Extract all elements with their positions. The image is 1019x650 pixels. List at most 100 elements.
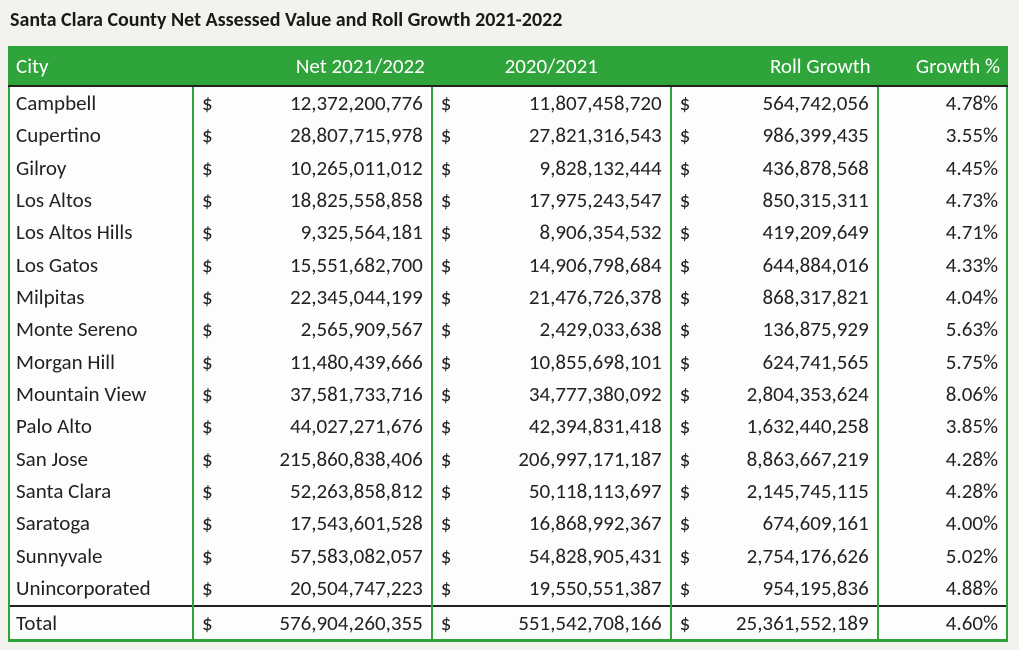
table-row: San Jose$215,860,838,406$206,997,171,187… xyxy=(9,443,1007,475)
table-row: Sunnyvale$57,583,082,057$54,828,905,431$… xyxy=(9,540,1007,572)
cell-net: $28,807,715,978 xyxy=(193,119,432,151)
cell-city: Campbell xyxy=(9,86,193,119)
cell-prev: $50,118,113,697 xyxy=(432,475,671,507)
cell-growth: 4.78% xyxy=(878,86,1007,119)
cell-growth: 4.33% xyxy=(878,249,1007,281)
cell-net-total: $576,904,260,355 xyxy=(193,606,432,641)
table-row: Los Altos Hills$9,325,564,181$8,906,354,… xyxy=(9,216,1007,248)
cell-city: Santa Clara xyxy=(9,475,193,507)
cell-prev: $11,807,458,720 xyxy=(432,86,671,119)
cell-city: San Jose xyxy=(9,443,193,475)
table-row: Monte Sereno$2,565,909,567$2,429,033,638… xyxy=(9,313,1007,345)
table-row: Milpitas$22,345,044,199$21,476,726,378$8… xyxy=(9,281,1007,313)
cell-roll: $419,209,649 xyxy=(671,216,878,248)
cell-net: $37,581,733,716 xyxy=(193,378,432,410)
cell-net: $22,345,044,199 xyxy=(193,281,432,313)
page-title: Santa Clara County Net Assessed Value an… xyxy=(10,8,1011,32)
cell-growth: 4.04% xyxy=(878,281,1007,313)
cell-growth: 3.85% xyxy=(878,410,1007,442)
cell-city: Morgan Hill xyxy=(9,346,193,378)
table-row: Mountain View$37,581,733,716$34,777,380,… xyxy=(9,378,1007,410)
col-header-roll: Roll Growth xyxy=(671,48,878,87)
cell-net: $20,504,747,223 xyxy=(193,572,432,605)
cell-roll: $436,878,568 xyxy=(671,152,878,184)
cell-roll: $850,315,311 xyxy=(671,184,878,216)
cell-city: Los Gatos xyxy=(9,249,193,281)
col-header-growth: Growth % xyxy=(878,48,1007,87)
table-row: Gilroy$10,265,011,012$9,828,132,444$436,… xyxy=(9,152,1007,184)
cell-net: $12,372,200,776 xyxy=(193,86,432,119)
cell-roll: $954,195,836 xyxy=(671,572,878,605)
cell-growth: 5.63% xyxy=(878,313,1007,345)
cell-net: $52,263,858,812 xyxy=(193,475,432,507)
assessed-value-table: City Net 2021/2022 2020/2021 Roll Growth… xyxy=(8,46,1008,642)
cell-prev: $17,975,243,547 xyxy=(432,184,671,216)
cell-growth: 4.28% xyxy=(878,475,1007,507)
cell-growth: 4.88% xyxy=(878,572,1007,605)
cell-growth: 5.02% xyxy=(878,540,1007,572)
table-row: Los Gatos$15,551,682,700$14,906,798,684$… xyxy=(9,249,1007,281)
cell-net: $17,543,601,528 xyxy=(193,507,432,539)
table-row: Cupertino$28,807,715,978$27,821,316,543$… xyxy=(9,119,1007,151)
cell-growth: 4.28% xyxy=(878,443,1007,475)
cell-net: $57,583,082,057 xyxy=(193,540,432,572)
cell-prev: $34,777,380,092 xyxy=(432,378,671,410)
table-row: Morgan Hill$11,480,439,666$10,855,698,10… xyxy=(9,346,1007,378)
cell-city: Los Altos xyxy=(9,184,193,216)
table-row: Campbell$12,372,200,776$11,807,458,720$5… xyxy=(9,86,1007,119)
cell-city: Sunnyvale xyxy=(9,540,193,572)
cell-net: $11,480,439,666 xyxy=(193,346,432,378)
cell-growth: 5.75% xyxy=(878,346,1007,378)
cell-city: Mountain View xyxy=(9,378,193,410)
cell-roll: $674,609,161 xyxy=(671,507,878,539)
cell-prev: $16,868,992,367 xyxy=(432,507,671,539)
cell-prev: $8,906,354,532 xyxy=(432,216,671,248)
cell-net: $9,325,564,181 xyxy=(193,216,432,248)
cell-growth: 4.00% xyxy=(878,507,1007,539)
cell-roll: $2,754,176,626 xyxy=(671,540,878,572)
cell-growth: 8.06% xyxy=(878,378,1007,410)
cell-roll: $644,884,016 xyxy=(671,249,878,281)
cell-net: $15,551,682,700 xyxy=(193,249,432,281)
cell-prev: $9,828,132,444 xyxy=(432,152,671,184)
cell-roll: $2,145,745,115 xyxy=(671,475,878,507)
cell-net: $215,860,838,406 xyxy=(193,443,432,475)
cell-roll: $136,875,929 xyxy=(671,313,878,345)
cell-prev: $10,855,698,101 xyxy=(432,346,671,378)
cell-growth: 4.45% xyxy=(878,152,1007,184)
col-header-city: City xyxy=(9,48,193,87)
table-row: Palo Alto$44,027,271,676$42,394,831,418$… xyxy=(9,410,1007,442)
cell-roll: $868,317,821 xyxy=(671,281,878,313)
cell-roll: $564,742,056 xyxy=(671,86,878,119)
cell-prev: $42,394,831,418 xyxy=(432,410,671,442)
cell-city: Palo Alto xyxy=(9,410,193,442)
cell-prev: $21,476,726,378 xyxy=(432,281,671,313)
table-row: Los Altos$18,825,558,858$17,975,243,547$… xyxy=(9,184,1007,216)
col-header-prev: 2020/2021 xyxy=(432,48,671,87)
cell-prev: $2,429,033,638 xyxy=(432,313,671,345)
cell-city: Unincorporated xyxy=(9,572,193,605)
cell-net: $44,027,271,676 xyxy=(193,410,432,442)
cell-growth-total: 4.60% xyxy=(878,606,1007,641)
cell-roll: $8,863,667,219 xyxy=(671,443,878,475)
cell-city-total: Total xyxy=(9,606,193,641)
cell-city: Cupertino xyxy=(9,119,193,151)
cell-growth: 3.55% xyxy=(878,119,1007,151)
cell-roll: $2,804,353,624 xyxy=(671,378,878,410)
cell-roll: $1,632,440,258 xyxy=(671,410,878,442)
cell-prev: $54,828,905,431 xyxy=(432,540,671,572)
col-header-net: Net 2021/2022 xyxy=(193,48,432,87)
table-row: Saratoga$17,543,601,528$16,868,992,367$6… xyxy=(9,507,1007,539)
cell-roll: $986,399,435 xyxy=(671,119,878,151)
cell-roll-total: $25,361,552,189 xyxy=(671,606,878,641)
cell-prev-total: $551,542,708,166 xyxy=(432,606,671,641)
cell-growth: 4.73% xyxy=(878,184,1007,216)
table-body: Campbell$12,372,200,776$11,807,458,720$5… xyxy=(9,86,1007,640)
cell-growth: 4.71% xyxy=(878,216,1007,248)
cell-city: Monte Sereno xyxy=(9,313,193,345)
table-row: Unincorporated$20,504,747,223$19,550,551… xyxy=(9,572,1007,605)
total-row: Total$576,904,260,355$551,542,708,166$25… xyxy=(9,606,1007,641)
cell-prev: $206,997,171,187 xyxy=(432,443,671,475)
cell-roll: $624,741,565 xyxy=(671,346,878,378)
cell-city: Gilroy xyxy=(9,152,193,184)
